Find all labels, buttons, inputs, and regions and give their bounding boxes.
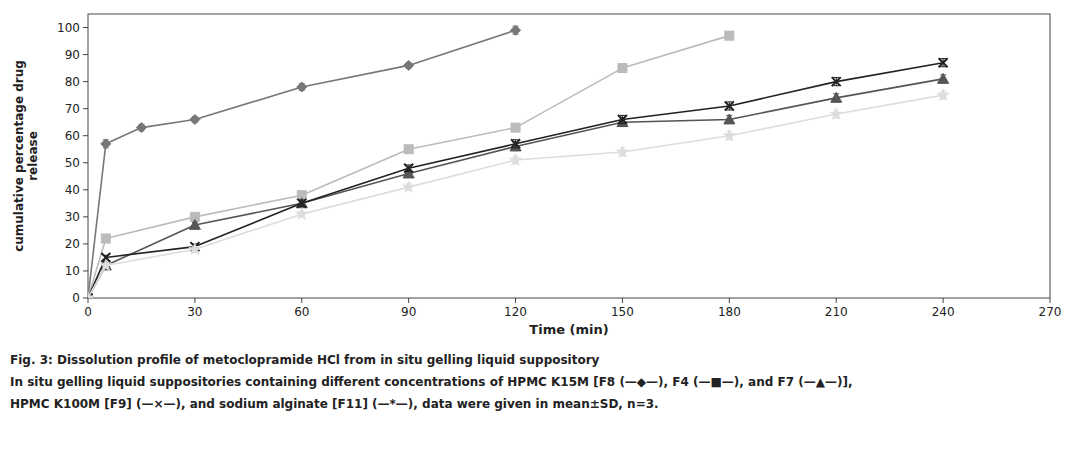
marker (404, 145, 413, 154)
marker (101, 234, 110, 243)
x-tick (88, 298, 89, 303)
marker (101, 139, 111, 149)
y-tick (83, 270, 88, 271)
chart: 0 30 60 90 120 150 180 210 240 270 0 10 20 30 40 50 60 70… (0, 0, 1076, 449)
y-tick (83, 135, 88, 136)
y-tick (83, 216, 88, 217)
y-tick-label: 10 (65, 264, 80, 278)
x-tick (515, 298, 516, 303)
marker (831, 92, 842, 102)
x-tick-label: 60 (294, 305, 309, 319)
y-axis-label-line: cumulative percentage drug (12, 60, 26, 252)
marker (832, 77, 841, 86)
series (88, 58, 948, 298)
marker (511, 123, 520, 132)
marker (297, 82, 307, 92)
series (88, 73, 949, 298)
plot-frame (88, 14, 1050, 298)
series-line (88, 63, 943, 298)
y-tick-label: 20 (65, 237, 80, 251)
marker (297, 199, 306, 208)
marker (190, 114, 200, 124)
x-tick (622, 298, 623, 303)
marker (618, 115, 627, 124)
y-tick (83, 81, 88, 82)
x-tick (943, 298, 944, 303)
y-tick-label: 90 (65, 48, 80, 62)
marker (725, 101, 734, 110)
marker (725, 31, 734, 40)
y-tick-label: 60 (65, 129, 80, 143)
marker (937, 89, 949, 101)
x-tick (729, 298, 730, 303)
marker (136, 123, 146, 133)
marker (939, 58, 948, 67)
marker (100, 259, 112, 271)
plot-data (88, 25, 949, 298)
marker (189, 219, 200, 229)
x-tick (408, 298, 409, 303)
y-tick (83, 108, 88, 109)
x-tick-label: 90 (401, 305, 416, 319)
marker (404, 60, 414, 70)
y-axis-label-line: release (26, 131, 40, 181)
y-tick (83, 27, 88, 28)
x-tick-label: 0 (84, 305, 92, 319)
caption-line: HPMC K100M [F9] (—×—), and sodium algina… (10, 397, 659, 411)
y-tick-label: 100 (57, 21, 80, 35)
series-line (88, 95, 943, 298)
y-tick-label: 70 (65, 102, 80, 116)
caption-line: Fig. 3: Dissolution profile of metoclopr… (10, 353, 600, 367)
y-tick (83, 298, 88, 299)
series (88, 31, 734, 298)
y-tick-label: 40 (65, 183, 80, 197)
axes: 0 30 60 90 120 150 180 210 240 270 0 10 20 30 40 50 60 70… (57, 14, 1061, 319)
marker (616, 145, 628, 157)
x-tick-label: 210 (825, 305, 848, 319)
marker (296, 208, 308, 220)
x-tick-label: 30 (187, 305, 202, 319)
y-axis-label: cumulative percentage drugrelease (12, 60, 40, 252)
x-tick (194, 298, 195, 303)
marker (88, 292, 94, 299)
series (88, 89, 949, 298)
x-axis-label: Time (min) (529, 322, 608, 337)
x-tick-label: 150 (611, 305, 634, 319)
marker (404, 164, 413, 173)
y-tick-label: 0 (72, 291, 80, 305)
marker (938, 73, 949, 83)
x-tick (301, 298, 302, 303)
marker (509, 154, 521, 166)
series-line (88, 79, 943, 298)
y-tick (83, 54, 88, 55)
marker (618, 64, 627, 73)
y-tick-label: 30 (65, 210, 80, 224)
x-tick-label: 270 (1039, 305, 1062, 319)
marker (723, 129, 735, 141)
marker (511, 25, 521, 35)
series-line (88, 36, 729, 298)
caption: Fig. 3: Dissolution profile of metoclopr… (10, 353, 852, 411)
marker (511, 139, 520, 148)
marker (189, 243, 201, 255)
marker (402, 181, 414, 193)
y-tick (83, 243, 88, 244)
x-tick-label: 180 (718, 305, 741, 319)
marker (724, 114, 735, 124)
x-tick (1050, 298, 1051, 303)
y-tick-label: 50 (65, 156, 80, 170)
x-tick-label: 120 (504, 305, 527, 319)
x-tick (836, 298, 837, 303)
y-tick-label: 80 (65, 75, 80, 89)
marker (830, 108, 842, 120)
caption-line: In situ gelling liquid suppositories con… (10, 375, 852, 389)
x-tick-label: 240 (932, 305, 955, 319)
y-tick (83, 189, 88, 190)
y-tick (83, 162, 88, 163)
